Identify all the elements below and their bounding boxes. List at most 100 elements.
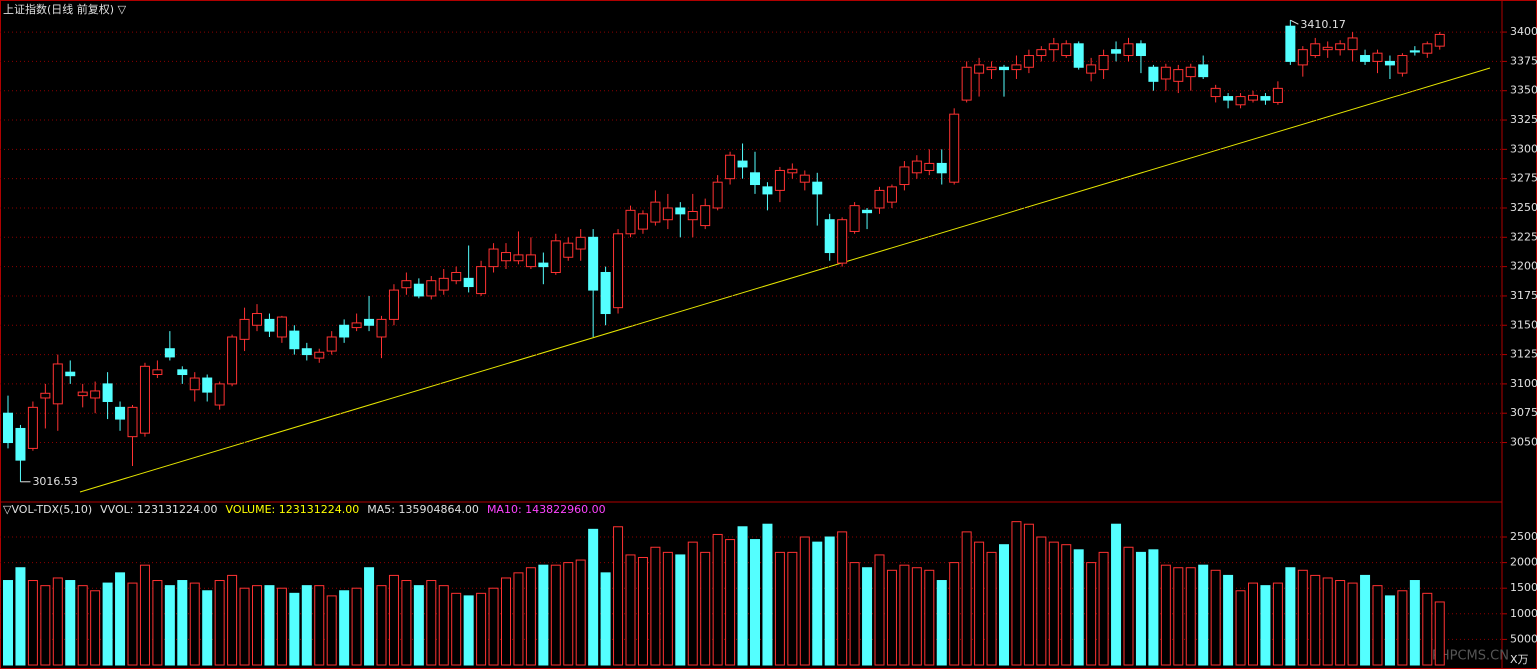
candle-body [476,266,487,295]
candle-body [152,369,163,376]
candle-body [102,383,113,402]
volume-bar [1023,523,1034,666]
volume-bar [488,587,499,666]
candle-body [314,351,325,359]
volume-bar [750,539,760,666]
candle-body [438,277,449,291]
candle-body [1073,43,1084,68]
volume-bar [1372,585,1383,666]
y-tick-label: 3325 [1510,113,1537,126]
candle-body [252,313,262,326]
candle-body [1285,25,1296,62]
volume-bar [849,562,860,666]
volume-bar [90,590,101,666]
volume-bar [513,572,524,666]
volume-bar [1123,546,1134,666]
candle-body [301,348,312,356]
volume-bar [388,574,399,666]
candle-body [239,318,250,340]
volume-bar [1360,574,1371,666]
volume-bar [339,590,350,666]
candle-body [1422,43,1433,54]
candle-body [289,330,300,350]
volume-bar [1248,582,1258,666]
volume-bar [1347,582,1358,666]
candle-body [961,66,972,101]
candle-body [451,271,462,282]
volume-bar [1285,567,1296,666]
volume-bar [799,536,810,666]
volume-bar [1260,585,1271,666]
candle-body [388,289,399,320]
y-tick-label: 3150 [1510,318,1537,331]
candle-body [3,412,13,444]
volume-bar [1135,551,1146,666]
candle-body [27,406,38,449]
volume-bar [588,528,599,666]
candle-body [812,181,823,195]
volume-bar [563,562,574,666]
candle-body [376,318,387,338]
candle-body [750,172,760,186]
candle-body [725,154,736,180]
candle-body [588,236,599,291]
unit-label: X万 [1510,653,1529,666]
volume-bar [1310,574,1321,666]
legend-entry: MA5: 135904864.00 [367,503,479,516]
candle-body [413,283,424,297]
volume-bar [874,554,885,666]
candle-body [874,189,885,209]
volume-bar [774,551,785,666]
volume-bar [924,569,935,666]
candle-body [1272,87,1283,103]
candle-body [214,383,225,406]
volume-bar [600,572,611,666]
candle-body [899,166,910,186]
candle-body [1409,50,1420,53]
candle-body [189,377,200,391]
volume-bar [974,541,985,666]
volume-bar [1011,521,1022,666]
y-tick-label: 3275 [1510,172,1537,185]
volume-bar [650,546,661,666]
volume-bar [164,585,175,666]
volume-bar [787,551,798,666]
volume-bar [102,582,113,666]
candle-body [700,205,711,227]
candle-body [550,240,561,273]
volume-bar [351,587,362,666]
candle-body [849,205,860,232]
candle-body [936,162,947,174]
candle-body [90,390,101,399]
candle-body [625,209,636,235]
volume-bar [1322,577,1333,666]
volume-bar [65,580,76,666]
y-tick-label: 3225 [1510,230,1537,243]
volume-bar [936,580,947,666]
volume-bar [264,585,275,666]
candle-body [1335,43,1346,51]
volume-bar [1098,551,1109,666]
y-tick-label: 3075 [1510,406,1537,419]
volume-bar [1198,564,1209,666]
volume-bar [837,531,848,666]
candle-body [1235,96,1246,106]
volume-bar [214,580,225,666]
volume-bar [762,523,773,666]
volume-bar [911,567,922,666]
y-tick-label: 3375 [1510,54,1537,67]
volume-bar [1397,590,1408,666]
candle-body [1135,43,1146,57]
volume-bar [613,526,624,666]
trend-line [79,67,1491,493]
volume-bar [1210,569,1221,666]
panel-title: ▽VOL-TDX(5,10) [3,503,92,516]
volume-bar [115,572,126,666]
candle-body [911,160,922,174]
candle-body [1061,43,1072,57]
candle-body [1023,55,1034,68]
volume-bar [1235,590,1246,666]
candle-body [525,254,536,268]
volume-bar [1335,580,1346,666]
candle-body [575,236,586,250]
